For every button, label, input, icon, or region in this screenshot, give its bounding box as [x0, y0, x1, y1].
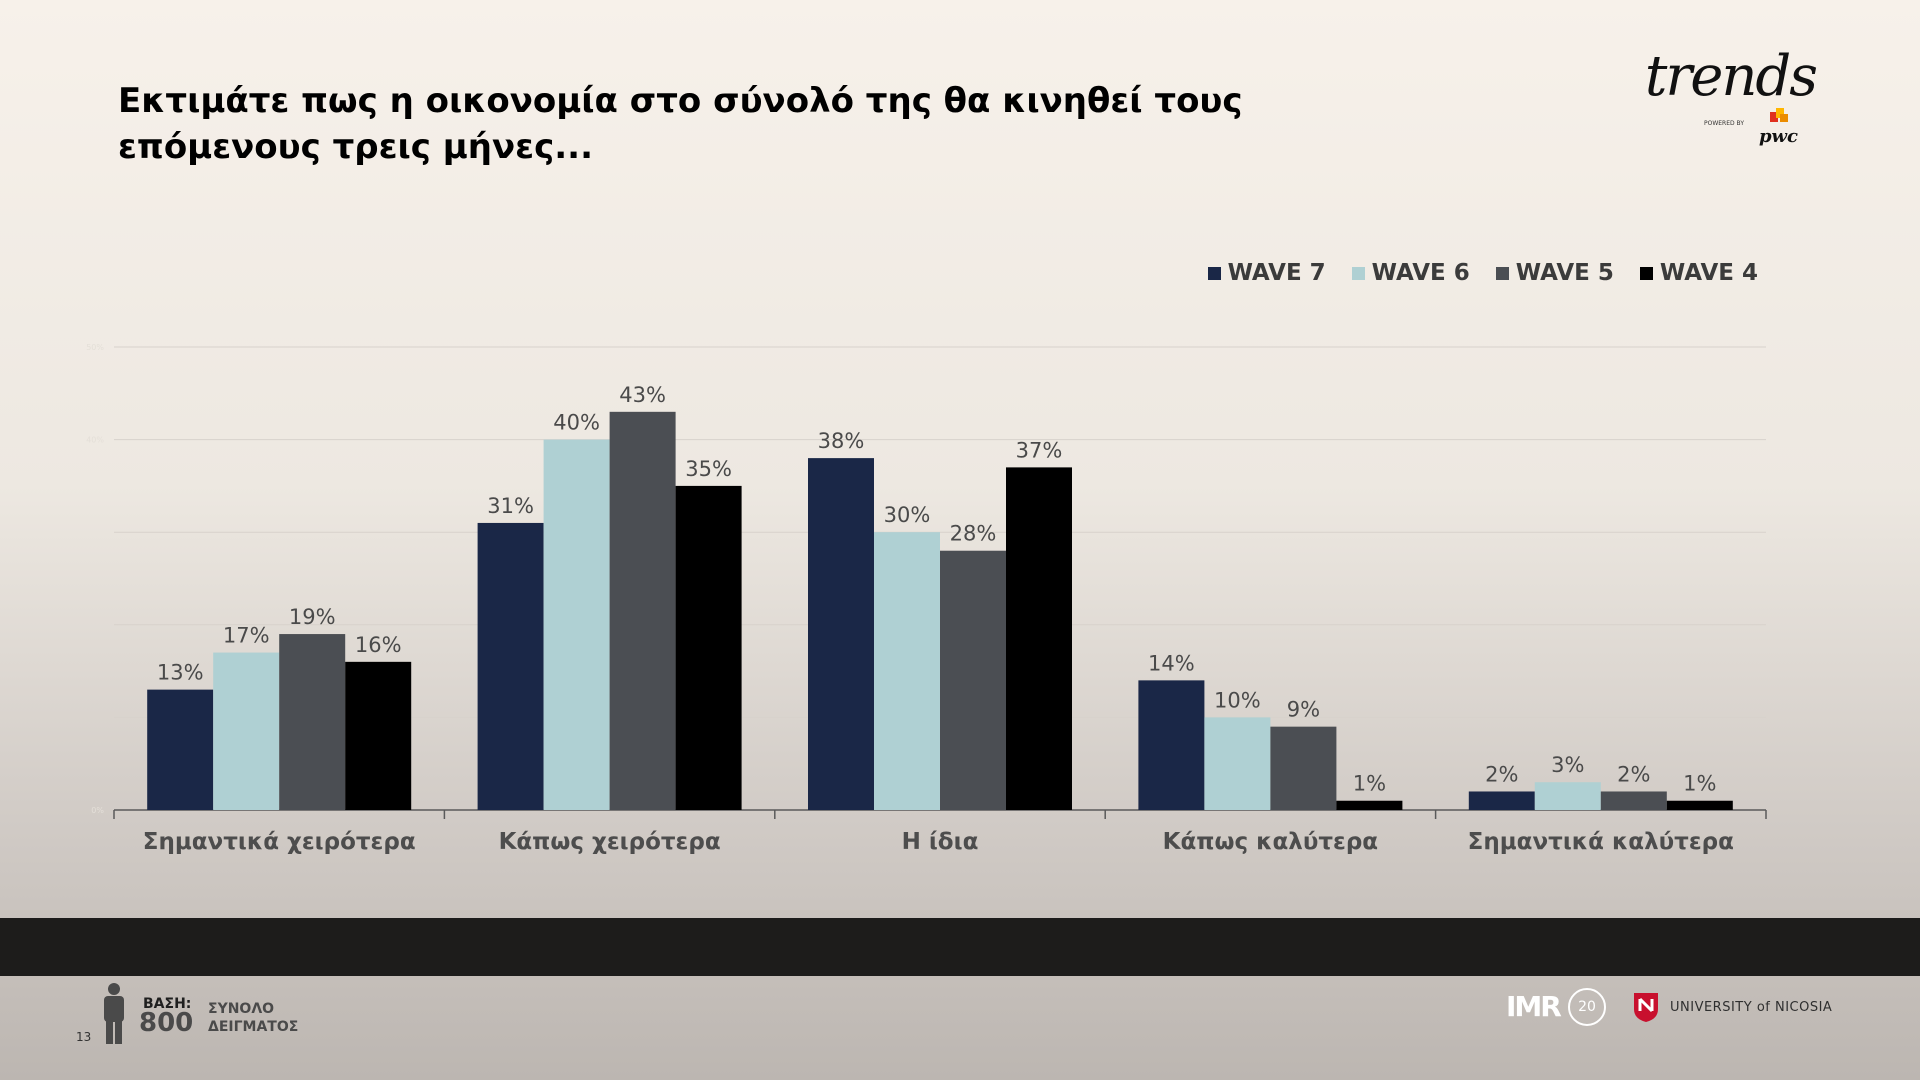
bar: [543, 439, 610, 810]
bar-value-label: 1%: [1353, 772, 1386, 796]
imr-anniversary-badge: 20: [1568, 988, 1606, 1026]
bar-value-label: 3%: [1551, 753, 1584, 777]
legend-swatch: [1207, 266, 1221, 280]
trends-logo: trends POWERED BY pwc: [1634, 44, 1824, 154]
legend-swatch: [1495, 266, 1509, 280]
bar: [1006, 467, 1072, 810]
bar: [147, 689, 214, 810]
y-tick-label: 50%: [86, 343, 104, 352]
legend-label: WAVE 6: [1371, 260, 1470, 286]
university-shield-icon: [1634, 993, 1658, 1022]
bar-value-label: 38%: [818, 429, 865, 453]
imr-logo: IMR 20: [1506, 988, 1614, 1028]
category-label: Κάπως καλύτερα: [1163, 829, 1378, 855]
sample-description: ΣΥΝΟΛΟ ΔΕΙΓΜΑΤΟΣ: [208, 1000, 338, 1036]
bar-value-label: 30%: [884, 503, 931, 527]
sample-line-2: ΔΕΙΓΜΑΤΟΣ: [208, 1019, 299, 1035]
person-icon: [104, 983, 124, 1044]
pwc-mark-icon: [1770, 108, 1788, 122]
legend-item-wave7: WAVE 7: [1207, 260, 1326, 286]
category-label: Σημαντικά χειρότερα: [143, 829, 416, 855]
bar: [609, 411, 676, 810]
bar: [1666, 800, 1733, 810]
bar-value-label: 28%: [950, 522, 997, 546]
bar: [213, 652, 280, 810]
bar: [345, 661, 412, 810]
bar: [279, 634, 346, 810]
legend-label: WAVE 4: [1659, 260, 1758, 286]
base-value: 800: [139, 1008, 194, 1038]
bar-value-label: 43%: [619, 383, 666, 407]
bar: [1138, 680, 1205, 810]
bar-value-label: 37%: [1016, 438, 1063, 462]
bar: [1204, 717, 1271, 810]
bar: [874, 532, 940, 810]
page-title: Εκτιμάτε πως η οικονομία στο σύνολό της …: [118, 81, 1243, 167]
legend-swatch: [1639, 266, 1653, 280]
bar-value-label: 1%: [1683, 772, 1716, 796]
bar-value-label: 31%: [487, 494, 534, 518]
university-name: UNIVERSITY of NICOSIA: [1670, 999, 1833, 1015]
bar-value-label: 10%: [1214, 688, 1261, 712]
bar-value-label: 14%: [1148, 651, 1195, 675]
sample-line-1: ΣΥΝΟΛΟ: [208, 1001, 275, 1017]
bar-value-label: 2%: [1617, 762, 1650, 786]
bar: [1534, 782, 1601, 810]
bar-chart: 0% 40% 50% 13% 17% 19% 16% Σημαντικά χειρότερα 3…: [86, 343, 1767, 855]
legend-swatch: [1351, 266, 1365, 280]
category-label: Η ίδια: [902, 829, 979, 855]
trends-wordmark: trends: [1644, 44, 1818, 109]
legend-label: WAVE 7: [1227, 260, 1326, 286]
powered-by-text: POWERED BY: [1703, 120, 1744, 127]
y-tick-label: 0%: [91, 806, 104, 815]
page-number: 13: [76, 1030, 92, 1044]
bar-value-label: 35%: [685, 457, 732, 481]
bar: [940, 550, 1006, 810]
legend-item-wave4: WAVE 4: [1639, 260, 1758, 286]
bar-value-label: 9%: [1287, 698, 1320, 722]
bar: [808, 458, 874, 810]
bar: [1600, 791, 1667, 810]
imr-wordmark: IMR: [1506, 990, 1562, 1023]
bar-value-label: 16%: [355, 633, 402, 657]
pwc-wordmark: pwc: [1758, 126, 1798, 147]
category-label: Σημαντικά καλύτερα: [1468, 829, 1734, 855]
bar-value-label: 40%: [553, 411, 600, 435]
bar-value-label: 17%: [223, 624, 270, 648]
footer-band: [0, 918, 1920, 976]
legend-item-wave5: WAVE 5: [1495, 260, 1614, 286]
chart-legend: WAVE 7 WAVE 6 WAVE 5 WAVE 4: [1207, 260, 1758, 286]
bar: [1468, 791, 1535, 810]
university-logo: UNIVERSITY of NICOSIA: [1632, 990, 1832, 1024]
base-label: ΒΑΣΗ:: [143, 996, 192, 1012]
bar-value-label: 2%: [1485, 762, 1518, 786]
bar: [1270, 726, 1337, 810]
bar: [675, 485, 742, 810]
bar-value-label: 19%: [289, 605, 336, 629]
category-label: Κάπως χειρότερα: [499, 829, 721, 855]
bar-value-label: 13%: [157, 661, 204, 685]
bar: [1336, 800, 1403, 810]
legend-item-wave6: WAVE 6: [1351, 260, 1470, 286]
legend-label: WAVE 5: [1515, 260, 1614, 286]
bar: [477, 522, 544, 810]
y-tick-label: 40%: [86, 436, 104, 445]
